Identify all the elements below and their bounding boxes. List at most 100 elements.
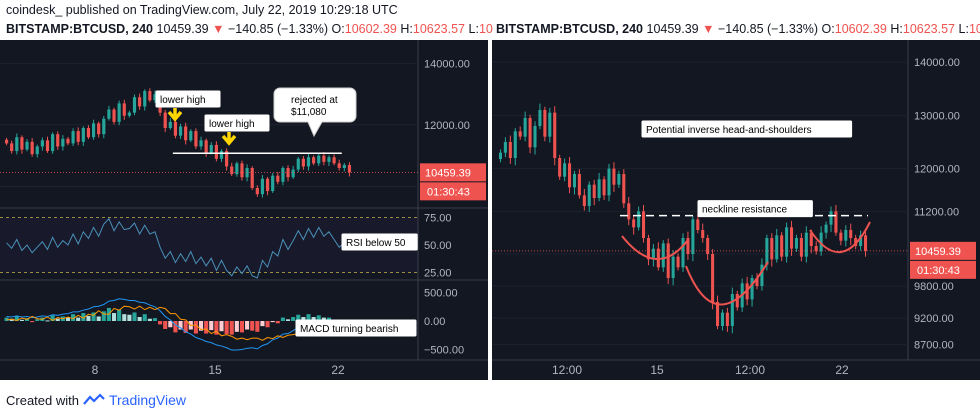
left-shoulder-curve [621,235,689,260]
price-change: −140.85 (−1.33%) [717,22,819,36]
right-price-candle [829,211,833,225]
macd-histogram-bar [296,314,301,321]
tradingview-brand[interactable]: TradingView [108,392,187,408]
countdown-tag: 01:30:43 [917,265,960,277]
rsi-tick-label: 50.00 [424,240,452,252]
macd-histogram-bar [265,321,270,328]
macd-histogram-bar [291,317,296,321]
left-price-candle [30,141,34,155]
macd-histogram-bar [178,321,183,330]
left-price-candle [235,163,239,175]
y-tick-label: 9200.00 [914,313,954,325]
macd-histogram-bar [183,321,188,333]
macd-histogram-bar [142,314,147,321]
right-price-candle [617,174,621,185]
annotation-neckline-box [697,200,813,218]
left-chart-canvas[interactable]: 10000.0012000.0014000.0010459.3901:30:43… [0,40,488,380]
x-tick-label: 15 [650,363,664,377]
open-label: O: [821,22,835,36]
high-value: 10623.57 [902,22,956,36]
macd-histogram-bar [91,312,96,321]
right-price-candle [646,238,650,260]
macd-histogram-bar [50,315,55,321]
macd-histogram-bar [219,321,224,332]
right-price-candle [686,238,690,254]
macd-histogram-bar [168,321,173,328]
right-price-candle [775,235,779,260]
annotation-neckline: neckline resistance [702,205,787,216]
right-price-candle [568,163,572,188]
rsi-tick-label: 75.00 [424,213,452,225]
macd-histogram-bar [71,314,76,321]
right-chart-panel[interactable]: 8700.009200.009800.0010400.0011200.00120… [492,40,980,380]
left-price-candle [4,139,9,144]
left-price-candle [230,166,234,175]
macd-histogram-bar [255,321,260,332]
left-price-candle [214,144,218,159]
left-price-candle [296,158,300,170]
right-price-candle [642,211,646,238]
last-price-tag-box [910,241,976,260]
left-price-candle [91,123,96,138]
right-price-candle [790,227,794,249]
last-price: 10459.39 [156,22,209,36]
left-price-candle [194,131,198,147]
macd-histogram-bar [224,321,229,335]
annotation-macd: MACD turning bearish [300,324,398,335]
left-price-candle [225,151,229,167]
right-price-candle [849,230,853,238]
right-price-candle [691,219,695,254]
right-price-candle [612,168,616,185]
macd-histogram-bar [321,317,326,321]
symbol-name[interactable]: BITSTAMP:BTCUSD, 240 [6,22,154,36]
macd-histogram-bar [193,321,198,334]
macd-histogram-bar [101,311,106,321]
left-price-candle [168,121,172,128]
right-chart-canvas[interactable]: 8700.009200.009800.0010400.0011200.00120… [492,40,980,380]
left-price-candle [148,91,152,101]
right-price-candle [671,256,675,278]
right-price-candle [809,232,813,246]
right-price-candle [577,174,581,196]
macd-histogram-bar [86,315,91,321]
left-chart-panel[interactable]: 10000.0012000.0014000.0010459.3901:30:43… [0,40,488,380]
macd-histogram-bar [229,321,234,335]
macd-histogram-bar [19,319,24,321]
macd-histogram-bar [30,321,35,323]
published-text: published on TradingView.com, July 22, 2… [65,3,398,17]
high-label: H: [400,22,413,36]
macd-histogram-bar [173,321,178,333]
right-price-candle [676,256,680,268]
macd-histogram-bar [81,313,86,321]
right-price-candle [622,174,626,204]
left-price-candle [250,168,254,188]
symbol-name[interactable]: BITSTAMP:BTCUSD, 240 [496,22,644,36]
right-price-candle [735,294,739,308]
right-price-candle [696,219,700,230]
macd-histogram-bar [55,318,60,321]
yellow-arrow-icon [221,132,237,146]
annotation-rsi-box [341,233,418,251]
countdown-tag: 01:30:43 [427,186,470,198]
right-price-candle [592,184,596,198]
macd-histogram-bar [260,321,265,327]
right-price-candle [553,112,557,158]
last-price-tag-box [420,163,486,182]
yellow-arrow-icon [167,108,183,122]
left-price-candle [127,112,131,116]
countdown-tag-box [420,182,486,201]
x-tick-label: 8 [92,363,99,377]
publish-line: coindesk_ published on TradingView.com, … [6,3,398,17]
left-price-candle [281,168,285,182]
left-price-candle [45,140,50,152]
right-price-candle [503,142,507,153]
left-price-candle [347,164,352,173]
macd-signal-line [6,305,350,341]
high-label: H: [890,22,903,36]
tradingview-logo-icon [83,393,105,405]
right-price-candle [582,195,586,206]
right-price-candle [730,294,734,326]
macd-histogram-bar [65,317,71,321]
right-price-candle [839,232,843,241]
author-name[interactable]: coindesk_ [6,3,63,17]
